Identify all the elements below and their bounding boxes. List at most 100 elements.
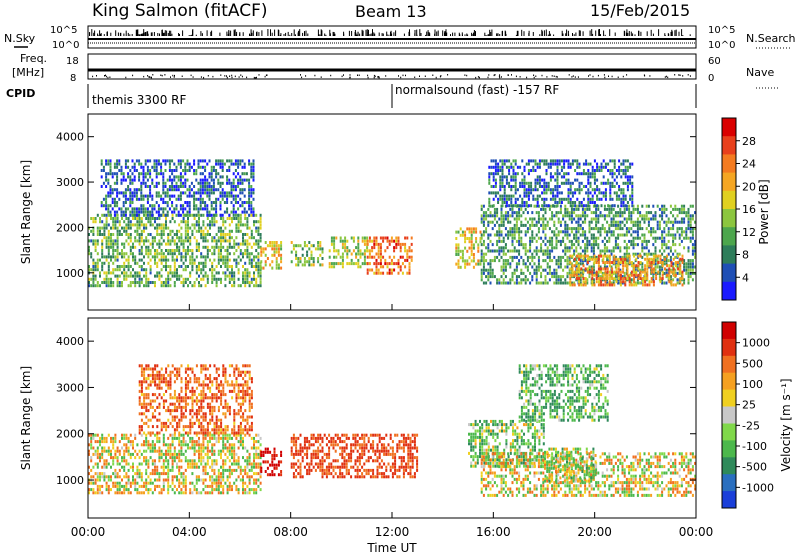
power-cell — [626, 185, 629, 188]
power-cell — [228, 181, 231, 185]
power-cell — [255, 239, 258, 243]
power-cell — [470, 233, 473, 237]
power-cell — [235, 242, 238, 246]
power-cell — [522, 243, 525, 247]
power-cell — [211, 277, 214, 281]
power-cell — [485, 268, 488, 272]
power-cell — [628, 254, 631, 258]
velocity-cell — [99, 488, 101, 492]
power-cell — [314, 247, 317, 251]
power-cell — [114, 220, 117, 224]
power-cell — [112, 239, 115, 243]
velocity-cell — [101, 433, 104, 437]
velocity-cell — [96, 465, 99, 469]
power-cell — [623, 246, 626, 250]
power-cell — [303, 257, 306, 260]
power-cell — [457, 265, 460, 269]
power-cell — [224, 220, 227, 224]
power-cell — [134, 239, 137, 243]
power-cell — [140, 258, 143, 262]
velocity-cell — [94, 452, 97, 456]
nave-trace-mark — [374, 75, 376, 78]
power-cell — [333, 239, 336, 243]
power-cell — [587, 172, 590, 176]
power-cell — [618, 185, 621, 188]
power-cell — [645, 243, 648, 247]
nsky-trace-mark — [355, 32, 357, 36]
power-cell — [198, 284, 200, 288]
nsky-trace-mark — [144, 32, 146, 36]
power-cell — [549, 172, 552, 176]
velocity-cell — [112, 484, 115, 488]
power-cell — [656, 204, 659, 208]
power-cell — [204, 175, 207, 179]
power-cell — [489, 265, 492, 269]
power-cell — [133, 175, 136, 179]
power-cell — [138, 220, 141, 224]
power-cell — [156, 223, 159, 227]
power-cell — [226, 191, 229, 195]
power-cell — [514, 175, 517, 179]
power-cell — [499, 188, 502, 192]
power-cell — [494, 169, 497, 172]
power-cell — [545, 185, 548, 188]
power-cell — [549, 175, 552, 179]
velocity-cell — [96, 456, 99, 460]
power-cell — [515, 278, 518, 282]
power-cell — [213, 277, 216, 281]
power-cell — [109, 185, 112, 188]
power-cell — [644, 273, 647, 277]
power-cell — [601, 223, 604, 227]
power-cell — [586, 254, 589, 258]
power-cell — [375, 265, 378, 269]
power-cell — [588, 223, 591, 227]
power-cell — [266, 257, 269, 260]
power-cell — [144, 175, 147, 179]
power-cell — [171, 194, 174, 198]
power-cell — [112, 233, 115, 236]
power-cell — [544, 236, 547, 240]
power-cell — [235, 226, 238, 230]
nsky-trace-mark — [285, 32, 287, 36]
nave-trace-mark — [343, 74, 344, 76]
power-cell — [668, 270, 671, 274]
power-cell — [526, 278, 529, 282]
power-cell — [608, 257, 611, 261]
power-cell — [487, 220, 490, 224]
power-cell — [609, 169, 612, 172]
nave-trace-mark — [533, 74, 535, 76]
power-cell — [677, 267, 680, 271]
power-cell — [661, 217, 664, 221]
power-cell — [615, 267, 618, 271]
power-cell — [384, 258, 387, 262]
power-cell — [105, 197, 108, 201]
nsky-trace-mark — [450, 34, 451, 36]
power-cell — [608, 239, 611, 243]
power-cell — [618, 188, 621, 192]
power-cell — [160, 233, 163, 236]
power-cell — [515, 249, 518, 253]
power-cell — [683, 207, 686, 211]
power-cell — [680, 220, 683, 224]
power-cell — [665, 207, 668, 211]
power-cell — [559, 243, 562, 247]
power-cell — [661, 268, 664, 272]
power-cell — [248, 185, 251, 188]
power-cell — [557, 262, 560, 266]
power-cell — [578, 204, 581, 208]
power-cell — [114, 226, 117, 230]
power-cell — [204, 258, 207, 262]
power-cell — [99, 226, 101, 230]
power-cell — [669, 268, 672, 272]
power-cell — [120, 172, 123, 176]
power-cell — [563, 159, 566, 163]
power-cell — [571, 204, 574, 208]
power-cell — [94, 274, 97, 278]
power-cell — [529, 281, 532, 285]
power-cell — [656, 220, 659, 224]
power-cell — [111, 188, 114, 192]
power-cell — [250, 175, 253, 179]
power-cell — [299, 244, 302, 248]
power-cell — [630, 264, 633, 268]
nsky-trace-mark — [369, 34, 371, 36]
